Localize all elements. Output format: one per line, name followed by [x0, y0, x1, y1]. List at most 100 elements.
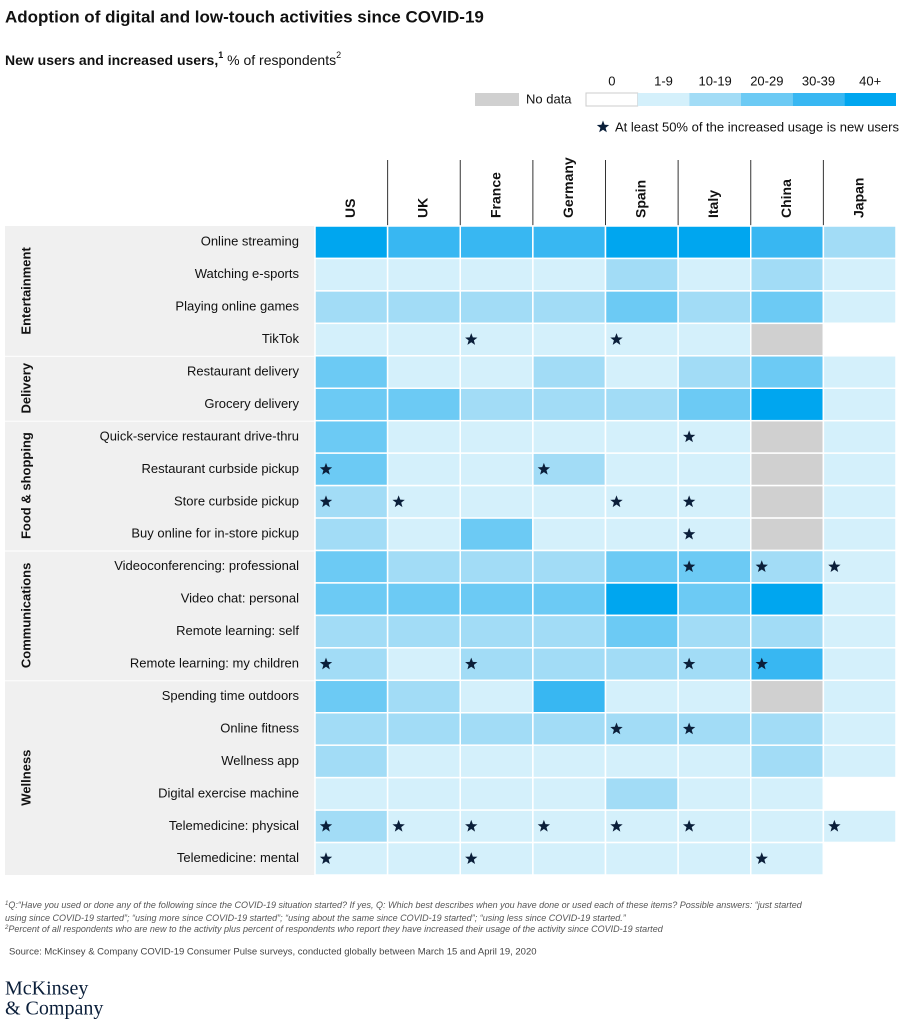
star [319, 852, 333, 865]
row-label: Playing online games [175, 299, 299, 314]
cell [532, 355, 607, 389]
cell [677, 355, 752, 389]
cell [604, 744, 679, 779]
subtitle: New users and increased users,1 % of res… [5, 50, 341, 67]
cell [386, 647, 461, 682]
cell [386, 290, 461, 325]
cell [822, 549, 897, 584]
footnote-text: Percent of all respondents who are new t… [8, 924, 663, 934]
legend-label: 0 [608, 73, 615, 88]
row-label: Watching e-sports [195, 266, 300, 281]
cell [822, 841, 897, 876]
star [682, 495, 696, 508]
cell [532, 614, 607, 649]
star [319, 819, 333, 832]
cell [604, 582, 679, 617]
legend-swatch [792, 93, 845, 106]
cell [677, 744, 752, 779]
star [610, 819, 623, 832]
star [828, 560, 841, 572]
row-label: Wellness app [221, 753, 299, 768]
cell [314, 517, 389, 552]
cell [822, 582, 897, 617]
legend-label: No data [526, 91, 572, 106]
cell [604, 679, 679, 714]
cell [459, 744, 534, 779]
legend-label: 30-39 [802, 73, 835, 88]
legend-swatch [585, 92, 639, 107]
star [755, 657, 768, 670]
row-label: Spending time outdoors [162, 688, 300, 703]
footnote-mark: 2 [4, 925, 9, 931]
cell [314, 776, 389, 811]
cell [314, 355, 389, 389]
row-label: Remote learning: my children [130, 656, 299, 671]
cell [822, 419, 897, 454]
row-label: Remote learning: self [176, 623, 299, 638]
legend-swatch [741, 93, 793, 106]
footnote: using since COVID-19 started”; “using mo… [5, 913, 627, 923]
cell [386, 614, 461, 649]
cell [604, 387, 679, 422]
cell [314, 387, 389, 422]
cell [386, 712, 461, 746]
star [682, 560, 696, 572]
cell [532, 647, 607, 682]
cell [750, 776, 825, 811]
cell [750, 517, 825, 552]
cell [604, 257, 679, 292]
cell [459, 582, 534, 617]
row-label: Quick-service restaurant drive-thru [100, 428, 299, 443]
cell [459, 452, 534, 487]
group-panel [5, 551, 315, 681]
cell [532, 290, 607, 325]
cell [750, 322, 825, 357]
cell [750, 257, 825, 292]
legend-swatch [689, 93, 741, 106]
logo: & Company [5, 998, 103, 1020]
footnote: 2Percent of all respondents who are new … [4, 924, 664, 934]
cell [386, 419, 461, 454]
cell [532, 744, 607, 779]
cell [822, 484, 897, 519]
cell [532, 257, 607, 292]
star [682, 819, 696, 832]
cell [604, 517, 679, 552]
row-label: Online fitness [220, 720, 299, 735]
cell [386, 225, 461, 260]
cell [459, 776, 534, 811]
column-label: China [778, 179, 794, 218]
cell [532, 679, 607, 714]
cell [386, 387, 461, 422]
cell [532, 387, 607, 422]
logo: McKinsey [5, 978, 88, 1000]
subtitle-unit-note: 2 [336, 50, 341, 60]
cell [532, 582, 607, 617]
cell [459, 679, 534, 714]
row-label: Grocery delivery [204, 396, 299, 411]
column-label: UK [415, 198, 431, 218]
legend-label: 40+ [859, 73, 881, 88]
cell [604, 419, 679, 454]
cell [604, 614, 679, 649]
cell [459, 355, 534, 389]
column-label: Italy [705, 190, 721, 218]
cell [750, 452, 825, 487]
cell [459, 809, 534, 844]
star [682, 722, 696, 735]
star [319, 495, 333, 508]
footnote-text: using since COVID-19 started”; “using mo… [5, 913, 627, 923]
cell [750, 809, 825, 844]
cell [314, 225, 389, 260]
cell [822, 614, 897, 649]
group-label: Communications [18, 563, 33, 668]
star [682, 430, 696, 443]
cell [750, 290, 825, 325]
legend-swatch [637, 93, 690, 106]
cell [459, 712, 534, 746]
cell [459, 549, 534, 584]
cell [459, 484, 534, 519]
cell [532, 517, 607, 552]
cell [677, 776, 752, 811]
star [755, 560, 768, 572]
